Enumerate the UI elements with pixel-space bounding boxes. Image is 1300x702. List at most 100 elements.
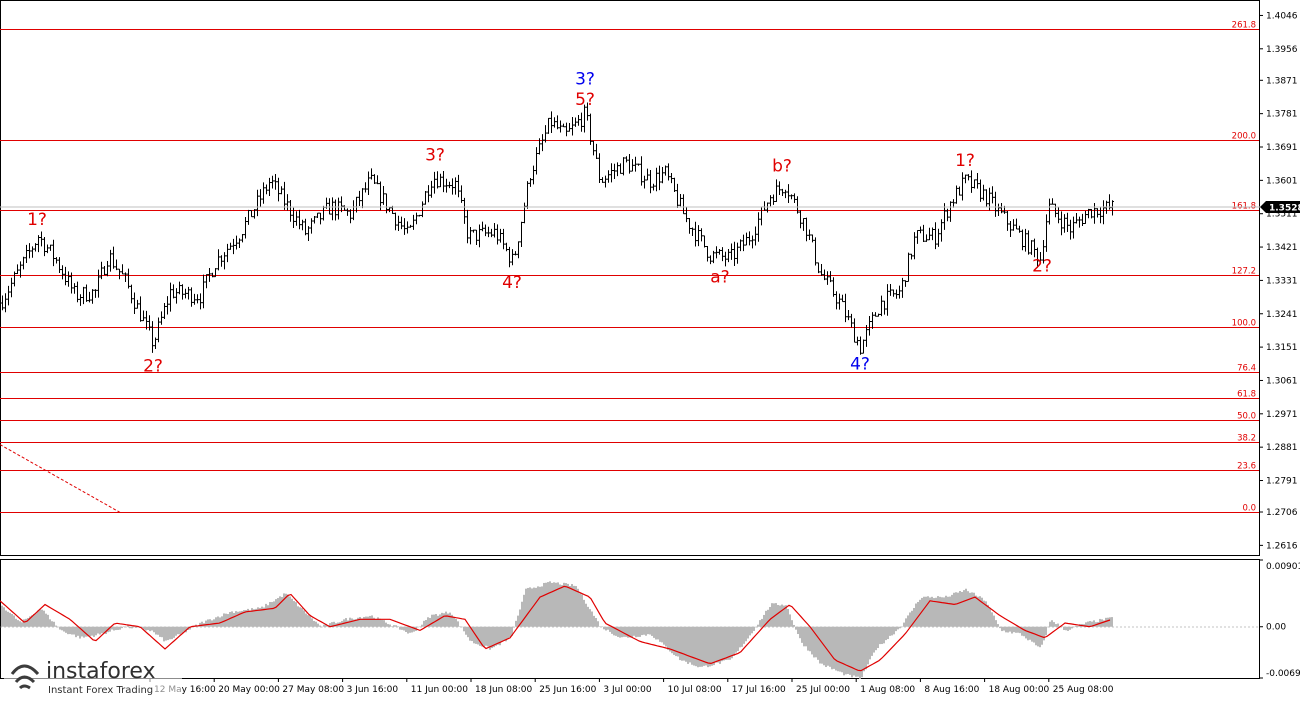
- histogram-bar: [391, 626, 393, 627]
- histogram-bar: [559, 584, 561, 627]
- histogram-bar: [969, 592, 971, 627]
- price-bar: [286, 194, 289, 211]
- histogram-bar: [515, 620, 517, 627]
- histogram-bar: [279, 596, 281, 627]
- wave-label-b-red: b?: [772, 156, 792, 176]
- histogram-bar: [535, 587, 537, 627]
- price-bar: [808, 229, 811, 241]
- price-bar: [1090, 208, 1093, 219]
- histogram-bar: [669, 626, 671, 652]
- histogram-bar: [587, 606, 589, 627]
- histogram-bar: [167, 626, 169, 641]
- histogram-bar: [799, 626, 801, 639]
- histogram-bar: [857, 626, 859, 677]
- price-bar: [817, 262, 820, 274]
- histogram-bar: [967, 591, 969, 627]
- histogram-bar: [373, 617, 375, 627]
- histogram-bar: [397, 626, 399, 627]
- histogram-bar: [81, 626, 83, 637]
- histogram-bar: [25, 618, 27, 627]
- price-bar: [289, 200, 292, 222]
- histogram-bar: [541, 586, 543, 627]
- price-bar: [1033, 238, 1036, 258]
- histogram-bar: [275, 599, 277, 627]
- histogram-bar: [869, 626, 871, 660]
- price-bar: [184, 288, 187, 299]
- price-bar: [427, 185, 430, 203]
- macd-histogram: [1, 581, 1113, 679]
- histogram-bar: [1003, 626, 1005, 631]
- price-bar: [448, 181, 451, 189]
- histogram-bar: [875, 626, 877, 651]
- histogram-bar: [805, 626, 807, 647]
- histogram-bar: [709, 626, 711, 667]
- histogram-bar: [1067, 626, 1069, 631]
- price-bar: [445, 178, 448, 193]
- histogram-bar: [743, 626, 745, 644]
- histogram-bar: [1025, 626, 1027, 639]
- histogram-bar: [287, 594, 289, 627]
- price-bar: [610, 163, 613, 183]
- price-bar: [106, 260, 109, 277]
- histogram-bar: [393, 625, 395, 627]
- histogram-bar: [1031, 626, 1033, 642]
- price-bar: [613, 163, 616, 179]
- price-bar: [253, 209, 256, 219]
- histogram-bar: [883, 626, 885, 644]
- histogram-bar: [227, 614, 229, 627]
- histogram-bar: [271, 602, 273, 627]
- price-bar: [793, 193, 796, 203]
- histogram-bar: [1, 605, 3, 627]
- price-bar: [118, 268, 121, 280]
- histogram-bar: [125, 626, 127, 628]
- histogram-bar: [539, 586, 541, 627]
- histogram-bar: [483, 626, 485, 648]
- histogram-bar: [259, 607, 261, 627]
- price-bar: [244, 216, 247, 239]
- price-bar: [805, 217, 808, 242]
- histogram-bar: [729, 626, 731, 660]
- price-bar: [256, 189, 259, 217]
- price-tick-label: 1.2616: [1266, 541, 1298, 551]
- histogram-bar: [529, 587, 531, 627]
- histogram-bar: [989, 607, 991, 627]
- histogram-bar: [991, 612, 993, 627]
- histogram-bar: [439, 614, 441, 627]
- histogram-bar: [699, 626, 701, 667]
- main-chart-frame: [0, 0, 1260, 556]
- histogram-bar: [625, 626, 627, 637]
- histogram-bar: [13, 615, 15, 627]
- price-bar: [175, 288, 178, 304]
- histogram-bar: [463, 626, 465, 632]
- price-tick-label: 1.2971: [1266, 410, 1298, 420]
- histogram-bar: [199, 622, 201, 627]
- fib-label-38-2: 38.2: [1237, 434, 1256, 444]
- histogram-bar: [7, 611, 9, 627]
- histogram-bar: [97, 626, 99, 634]
- price-bar: [310, 218, 313, 234]
- histogram-bar: [795, 626, 797, 630]
- price-bar: [832, 277, 835, 297]
- histogram-bar: [781, 604, 783, 627]
- price-bar: [304, 218, 307, 236]
- histogram-bar: [55, 625, 57, 627]
- instaforex-logo: instaforex Instant Forex Trading: [4, 654, 182, 698]
- histogram-bar: [41, 609, 43, 627]
- histogram-bar: [157, 626, 159, 635]
- price-bar: [586, 102, 589, 121]
- time-tick-label: 25 Aug 08:00: [1053, 685, 1114, 695]
- price-bar: [382, 186, 385, 205]
- histogram-bar: [1055, 624, 1057, 627]
- histogram-bar: [939, 596, 941, 627]
- price-bar: [679, 193, 682, 207]
- price-bar: [1018, 225, 1021, 233]
- price-bar: [250, 210, 253, 218]
- price-bar: [811, 234, 814, 243]
- price-bar: [772, 194, 775, 205]
- logo-icon: [10, 664, 40, 690]
- histogram-bar: [115, 626, 117, 631]
- histogram-bar: [17, 620, 19, 627]
- histogram-bar: [489, 626, 491, 650]
- histogram-bar: [1011, 626, 1013, 634]
- histogram-bar: [717, 626, 719, 663]
